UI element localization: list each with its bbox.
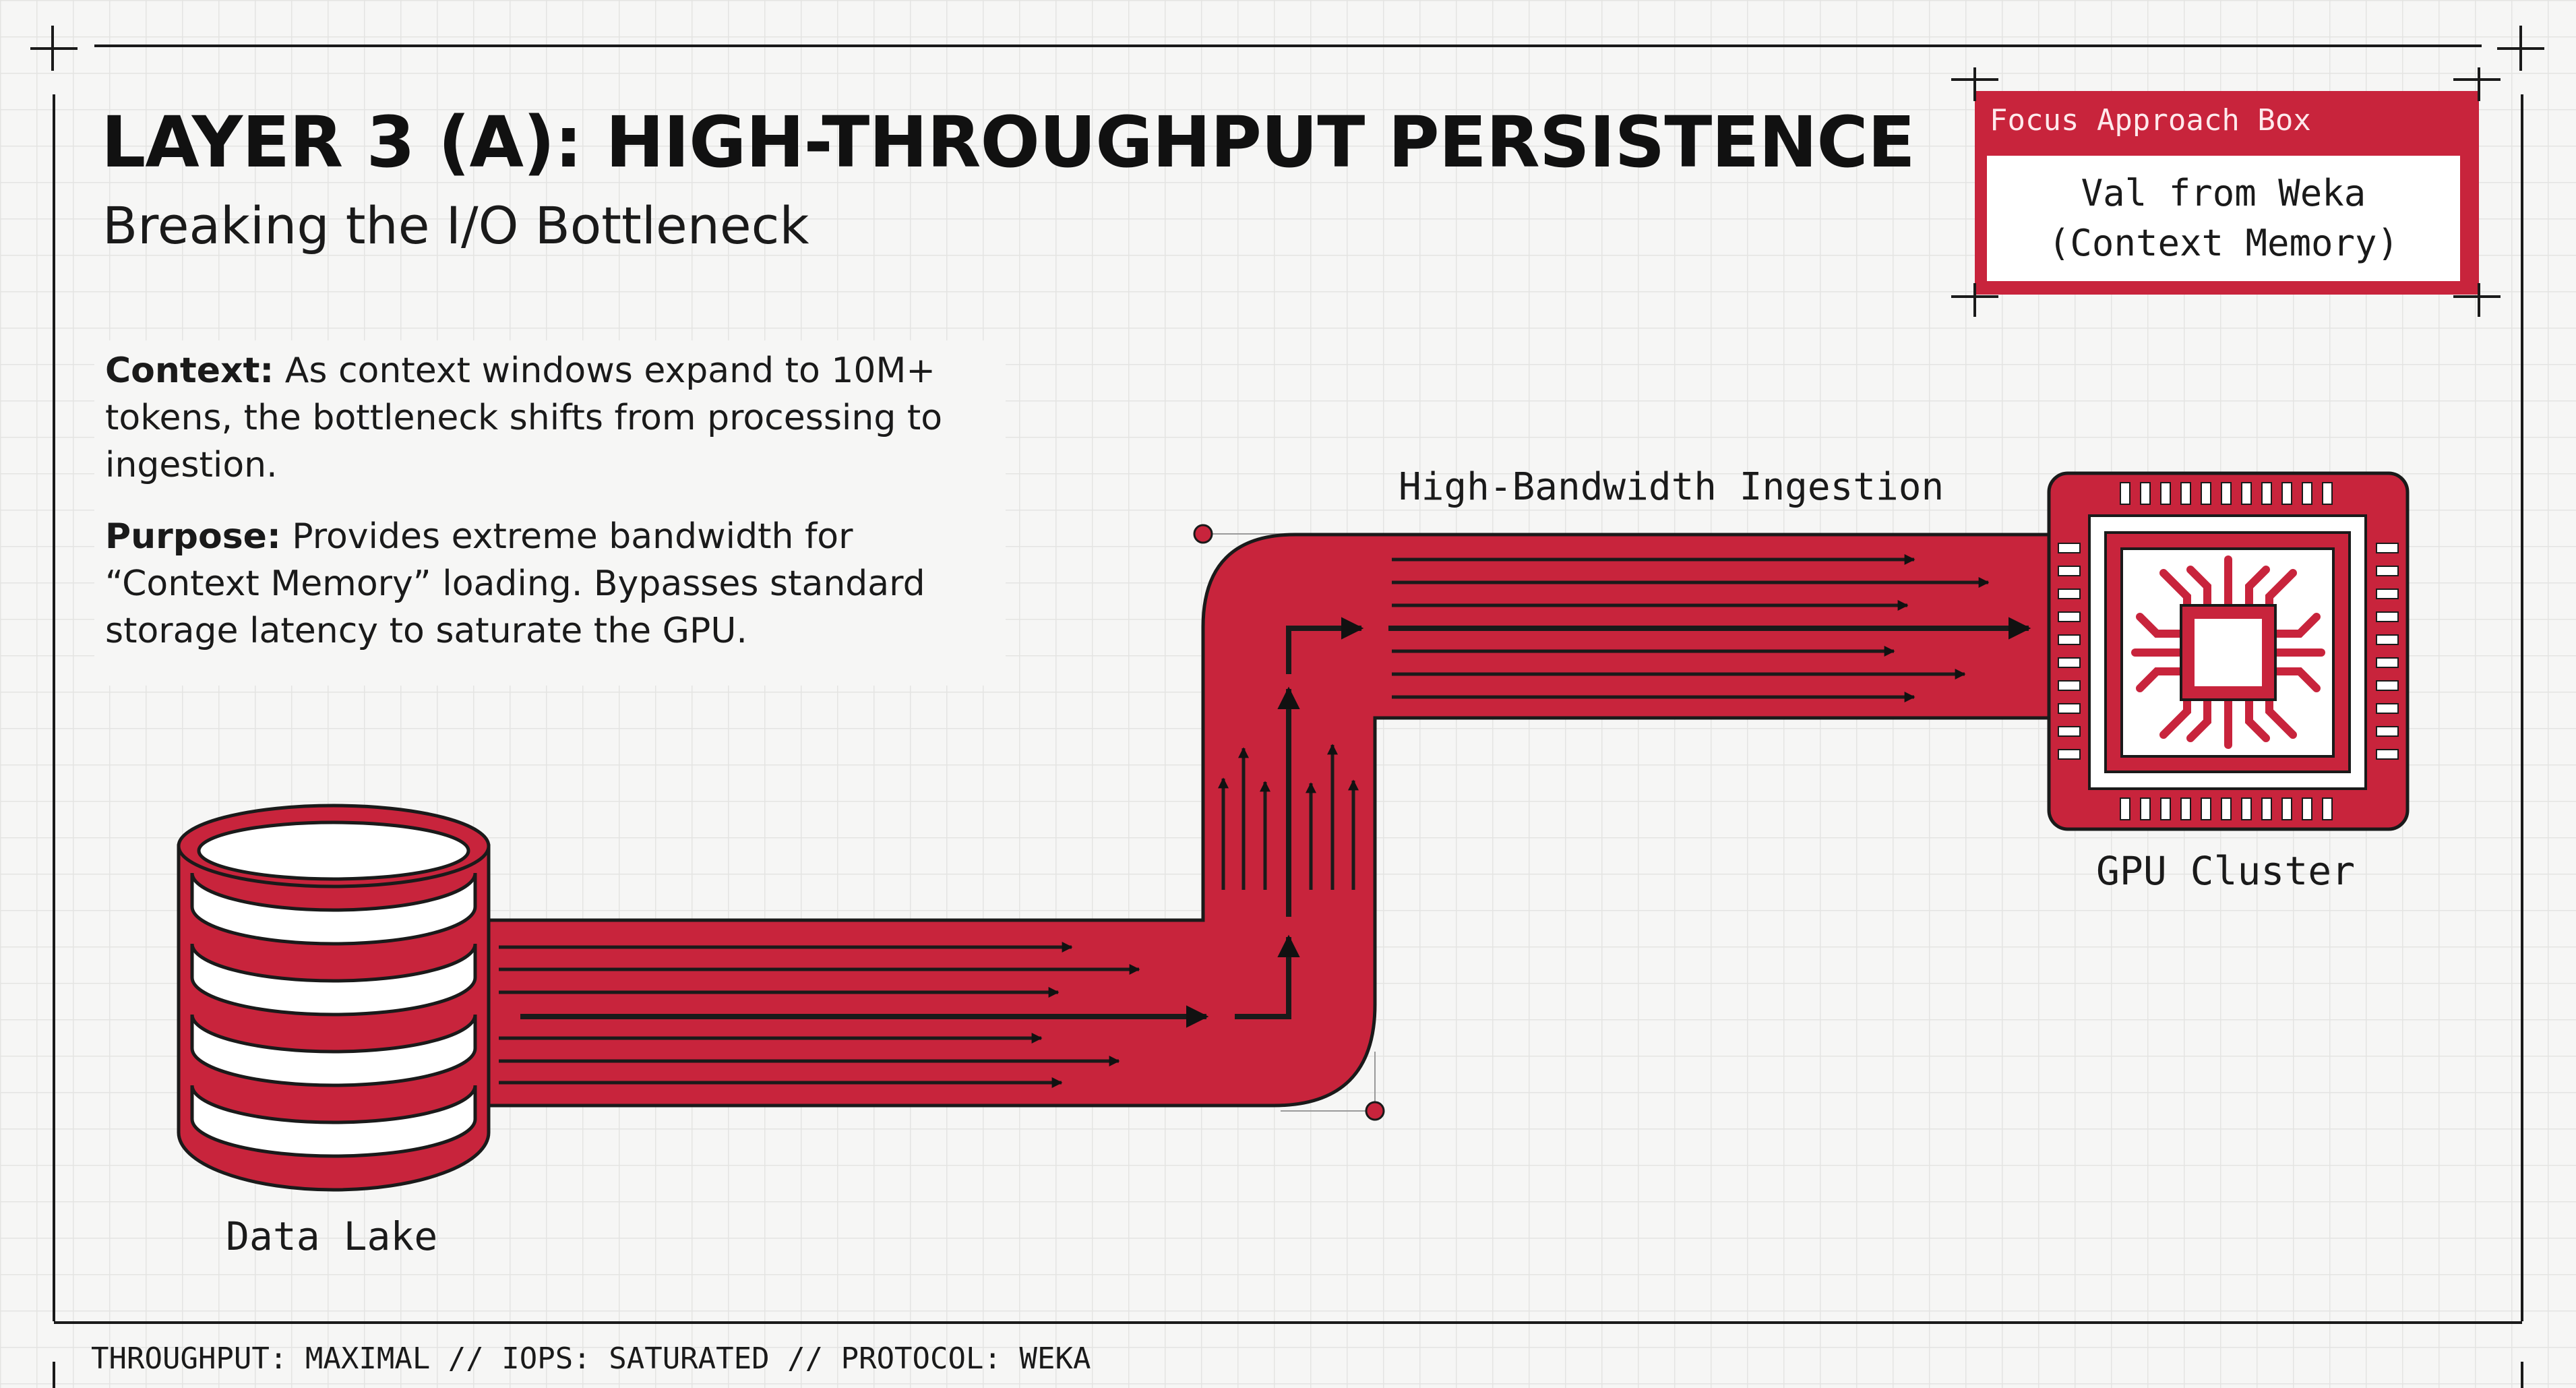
guide-lines [1193,524,1385,1121]
focus-approach-box: Focus Approach Box Val from Weka (Contex… [1975,91,2479,295]
context-paragraph: Context: As context windows expand to 10… [105,347,995,489]
context-panel: Context: As context windows expand to 10… [94,340,1006,686]
guide-dot [1365,1101,1385,1121]
focus-box-line2: (Context Memory) [2048,222,2399,264]
purpose-label: Purpose: [105,516,281,557]
flow-arrows [499,553,2031,1089]
purpose-paragraph: Purpose: Provides extreme bandwidth for … [105,513,995,655]
data-pipe [470,533,2066,1108]
footer-status: THROUGHPUT: MAXIMAL // IOPS: SATURATED /… [91,1341,1091,1376]
data-lake-label: Data Lake [226,1213,438,1259]
context-text: As context windows expand to 10M+ tokens… [105,351,943,485]
focus-box-content: Val from Weka (Context Memory) [1987,156,2460,281]
gpu-cluster-label: GPU Cluster [2096,848,2356,894]
pipe-label: High-Bandwidth Ingestion [1399,465,1944,509]
focus-box-label: Focus Approach Box [1990,103,2311,138]
page-title: LAYER 3 (A): HIGH-THROUGHPUT PERSISTENCE [101,101,1915,183]
purpose-text: Provides extreme bandwidth for “Context … [105,516,925,651]
focus-box-line1: Val from Weka [2081,172,2366,214]
gpu-chip-icon [2047,471,2410,831]
context-label: Context: [105,351,274,391]
page-subtitle: Breaking the I/O Bottleneck [102,195,809,255]
database-icon [177,804,491,1192]
guide-dot [1193,524,1213,544]
